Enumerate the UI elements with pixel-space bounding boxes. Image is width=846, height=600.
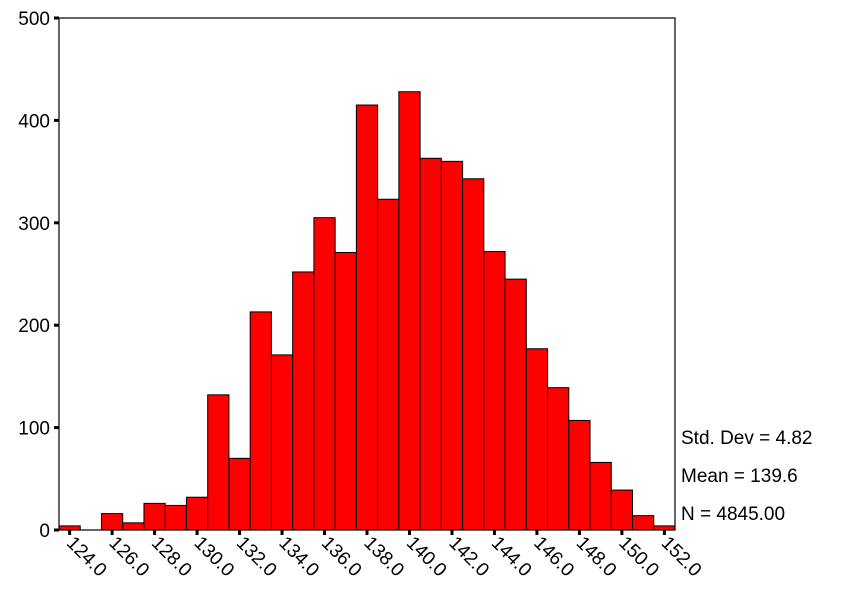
bar-131.0 xyxy=(207,394,230,531)
bar-147.0 xyxy=(547,387,570,531)
bar-141.0 xyxy=(419,157,442,531)
bar-148.0 xyxy=(568,419,591,531)
mean-label: Mean = 139.6 xyxy=(681,466,798,487)
bar-151.0 xyxy=(632,515,655,531)
x-tick-label-126.0: 126.0 xyxy=(105,533,153,581)
y-tick-label-300: 300 xyxy=(18,214,50,235)
std-dev-label: Std. Dev = 4.82 xyxy=(681,428,813,449)
bar-146.0 xyxy=(525,348,549,531)
x-tick-label-128.0: 128.0 xyxy=(147,533,195,581)
n-label: N = 4845.00 xyxy=(681,504,785,525)
x-tick-label-136.0: 136.0 xyxy=(317,533,365,581)
x-tick-label-132.0: 132.0 xyxy=(232,533,280,581)
bar-127.0 xyxy=(122,522,145,531)
x-tick-label-144.0: 144.0 xyxy=(487,533,535,581)
y-axis: 0 100 200 300 400 500 xyxy=(18,9,59,542)
x-tick-label-124.0: 124.0 xyxy=(62,533,110,581)
stats-box: Std. Dev = 4.82 Mean = 139.6 N = 4845.00 xyxy=(681,428,813,525)
bar-136.0 xyxy=(313,217,336,531)
bar-143.0 xyxy=(462,178,485,531)
y-tick-label-0: 0 xyxy=(39,521,50,542)
x-tick-label-148.0: 148.0 xyxy=(572,533,620,581)
bar-130.0 xyxy=(185,496,209,531)
bar-128.0 xyxy=(143,502,166,531)
bar-140.0 xyxy=(398,91,421,531)
bar-138.0 xyxy=(355,104,379,531)
x-tick-label-134.0: 134.0 xyxy=(274,533,322,581)
x-axis: 124.0126.0128.0130.0132.0134.0136.0138.0… xyxy=(62,530,705,581)
bars-group xyxy=(58,91,676,531)
bar-144.0 xyxy=(483,250,506,531)
x-tick-label-130.0: 130.0 xyxy=(190,533,238,581)
x-tick-label-146.0: 146.0 xyxy=(529,533,577,581)
bar-135.0 xyxy=(292,271,315,531)
x-tick-label-138.0: 138.0 xyxy=(359,533,407,581)
x-tick-label-152.0: 152.0 xyxy=(657,533,705,581)
bar-132.0 xyxy=(228,457,251,531)
bar-137.0 xyxy=(334,251,357,531)
x-tick-label-140.0: 140.0 xyxy=(402,533,450,581)
bar-126.0 xyxy=(100,513,124,531)
bar-133.0 xyxy=(249,311,272,531)
x-tick-label-150.0: 150.0 xyxy=(614,533,662,581)
bar-134.0 xyxy=(270,354,294,531)
bar-129.0 xyxy=(164,504,187,531)
y-tick-label-200: 200 xyxy=(18,316,50,337)
bar-145.0 xyxy=(504,278,527,531)
bar-149.0 xyxy=(589,461,612,531)
y-tick-label-500: 500 xyxy=(18,9,50,30)
y-tick-label-400: 400 xyxy=(18,111,50,132)
bar-150.0 xyxy=(610,489,634,531)
y-tick-label-100: 100 xyxy=(18,419,50,440)
bar-142.0 xyxy=(440,160,464,531)
bar-152.0 xyxy=(653,525,676,531)
x-tick-label-142.0: 142.0 xyxy=(444,533,492,581)
bar-124.0 xyxy=(58,525,81,531)
bar-139.0 xyxy=(377,198,400,531)
